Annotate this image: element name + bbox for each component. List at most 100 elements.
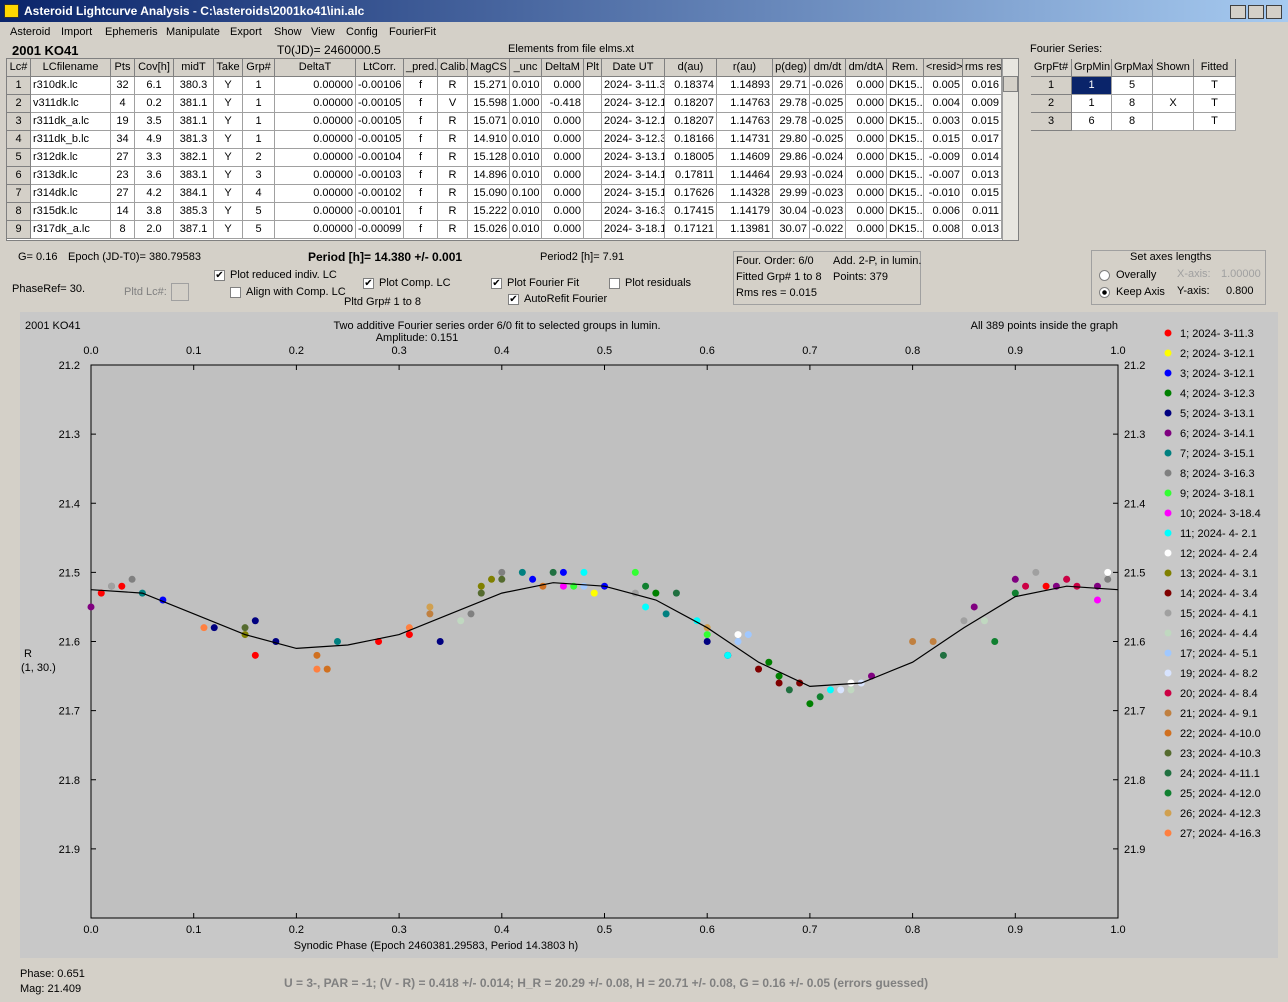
table-cell[interactable]: R bbox=[438, 149, 468, 167]
table-cell[interactable]: Y bbox=[214, 131, 243, 149]
table-cell[interactable]: 2024- 3-12.3 bbox=[602, 131, 665, 149]
table-cell[interactable]: 6.1 bbox=[135, 77, 174, 95]
table-cell[interactable]: v311dk.lc bbox=[31, 95, 111, 113]
table-cell[interactable]: 385.3 bbox=[174, 203, 214, 221]
table-cell[interactable]: Y bbox=[214, 167, 243, 185]
row-header[interactable]: 5 bbox=[7, 149, 31, 167]
checkbox[interactable] bbox=[230, 287, 241, 298]
table-cell[interactable]: -0.00106 bbox=[356, 77, 404, 95]
row-header[interactable]: 1 bbox=[7, 77, 31, 95]
table-cell[interactable]: -0.023 bbox=[810, 203, 846, 221]
table-cell[interactable]: 1.14731 bbox=[717, 131, 773, 149]
table-cell[interactable]: Y bbox=[214, 221, 243, 239]
checkbox-label[interactable]: Plot Fourier Fit bbox=[507, 277, 580, 289]
table-cell[interactable]: 3.3 bbox=[135, 149, 174, 167]
menu-item[interactable]: Import bbox=[61, 26, 93, 38]
fourier-cell[interactable] bbox=[1153, 77, 1194, 95]
table-cell[interactable]: f bbox=[404, 149, 438, 167]
table-cell[interactable]: 29.71 bbox=[773, 77, 810, 95]
table-cell[interactable] bbox=[584, 221, 602, 239]
table-cell[interactable]: f bbox=[404, 131, 438, 149]
table-cell[interactable]: -0.025 bbox=[810, 95, 846, 113]
table-cell[interactable]: r311dk_b.lc bbox=[31, 131, 111, 149]
table-cell[interactable]: 0.000 bbox=[846, 113, 887, 131]
table-cell[interactable]: Y bbox=[214, 77, 243, 95]
table-cell[interactable]: 14.910 bbox=[468, 131, 510, 149]
fourier-cell[interactable]: 8 bbox=[1112, 113, 1153, 131]
table-cell[interactable]: 29.78 bbox=[773, 95, 810, 113]
table-cell[interactable]: 2 bbox=[243, 149, 275, 167]
table-cell[interactable]: r317dk_a.lc bbox=[31, 221, 111, 239]
fourier-row-header[interactable]: 1 bbox=[1031, 77, 1072, 95]
column-header[interactable]: _unc bbox=[510, 59, 542, 77]
table-cell[interactable]: f bbox=[404, 167, 438, 185]
table-cell[interactable]: 2024- 3-11.3 bbox=[602, 77, 665, 95]
table-cell[interactable]: 15.222 bbox=[468, 203, 510, 221]
table-cell[interactable]: 0.010 bbox=[510, 77, 542, 95]
table-cell[interactable]: -0.007 bbox=[924, 167, 963, 185]
table-cell[interactable]: 2024- 3-15.1 bbox=[602, 185, 665, 203]
table-cell[interactable]: 1.14179 bbox=[717, 203, 773, 221]
fourier-row-header[interactable]: 2 bbox=[1031, 95, 1072, 113]
table-cell[interactable]: 0.010 bbox=[510, 113, 542, 131]
table-cell[interactable]: 0.00000 bbox=[275, 185, 356, 203]
checkbox-label[interactable]: Align with Comp. LC bbox=[246, 286, 346, 298]
fourier-cell[interactable]: 1 bbox=[1072, 77, 1112, 95]
column-header[interactable]: LtCorr. bbox=[356, 59, 404, 77]
fourier-cell[interactable]: 1 bbox=[1072, 95, 1112, 113]
column-header[interactable]: Plt bbox=[584, 59, 602, 77]
column-header[interactable]: Rem. bbox=[887, 59, 924, 77]
table-cell[interactable]: 15.071 bbox=[468, 113, 510, 131]
table-cell[interactable]: 1 bbox=[243, 95, 275, 113]
table-cell[interactable]: 4 bbox=[111, 95, 135, 113]
column-header[interactable]: rms res bbox=[963, 59, 1002, 77]
table-cell[interactable]: r314dk.lc bbox=[31, 185, 111, 203]
table-cell[interactable]: 2024- 3-13.1 bbox=[602, 149, 665, 167]
table-cell[interactable] bbox=[584, 131, 602, 149]
table-cell[interactable] bbox=[584, 149, 602, 167]
table-cell[interactable]: 0.008 bbox=[924, 221, 963, 239]
table-cell[interactable]: -0.00102 bbox=[356, 185, 404, 203]
table-cell[interactable]: DK15.. bbox=[887, 221, 924, 239]
table-cell[interactable]: -0.00105 bbox=[356, 95, 404, 113]
table-cell[interactable]: -0.00099 bbox=[356, 221, 404, 239]
column-header[interactable]: r(au) bbox=[717, 59, 773, 77]
table-cell[interactable]: 1.13981 bbox=[717, 221, 773, 239]
table-cell[interactable]: 15.598 bbox=[468, 95, 510, 113]
column-header[interactable]: Take bbox=[214, 59, 243, 77]
table-cell[interactable]: 1 bbox=[243, 77, 275, 95]
table-cell[interactable]: 0.000 bbox=[846, 185, 887, 203]
table-cell[interactable]: 29.78 bbox=[773, 113, 810, 131]
table-cell[interactable]: 15.128 bbox=[468, 149, 510, 167]
table-cell[interactable]: 1.000 bbox=[510, 95, 542, 113]
table-cell[interactable]: 1 bbox=[243, 131, 275, 149]
table-cell[interactable]: 384.1 bbox=[174, 185, 214, 203]
table-cell[interactable]: 0.000 bbox=[542, 185, 584, 203]
table-cell[interactable]: 3.6 bbox=[135, 167, 174, 185]
checkbox[interactable]: ✔ bbox=[508, 294, 519, 305]
table-cell[interactable] bbox=[584, 95, 602, 113]
table-cell[interactable]: 29.80 bbox=[773, 131, 810, 149]
menu-item[interactable]: Ephemeris bbox=[105, 26, 158, 38]
row-header[interactable]: 9 bbox=[7, 221, 31, 239]
fourier-cell[interactable]: T bbox=[1194, 77, 1236, 95]
column-header[interactable]: Calib. bbox=[438, 59, 468, 77]
table-cell[interactable]: 0.004 bbox=[924, 95, 963, 113]
table-cell[interactable]: 0.000 bbox=[846, 95, 887, 113]
row-header[interactable]: 2 bbox=[7, 95, 31, 113]
table-cell[interactable]: R bbox=[438, 113, 468, 131]
table-cell[interactable]: 0.000 bbox=[846, 149, 887, 167]
row-header[interactable]: 4 bbox=[7, 131, 31, 149]
table-cell[interactable]: 0.000 bbox=[846, 203, 887, 221]
scrollbar[interactable] bbox=[1002, 59, 1018, 240]
table-cell[interactable]: 0.00000 bbox=[275, 149, 356, 167]
table-cell[interactable]: 3.8 bbox=[135, 203, 174, 221]
table-cell[interactable]: 2.0 bbox=[135, 221, 174, 239]
table-cell[interactable]: 5 bbox=[243, 203, 275, 221]
table-cell[interactable]: 0.18166 bbox=[665, 131, 717, 149]
column-header[interactable]: Lc# bbox=[7, 59, 31, 77]
menu-item[interactable]: Export bbox=[230, 26, 262, 38]
table-cell[interactable]: DK15.. bbox=[887, 131, 924, 149]
table-cell[interactable]: 381.3 bbox=[174, 131, 214, 149]
table-cell[interactable]: 0.00000 bbox=[275, 113, 356, 131]
